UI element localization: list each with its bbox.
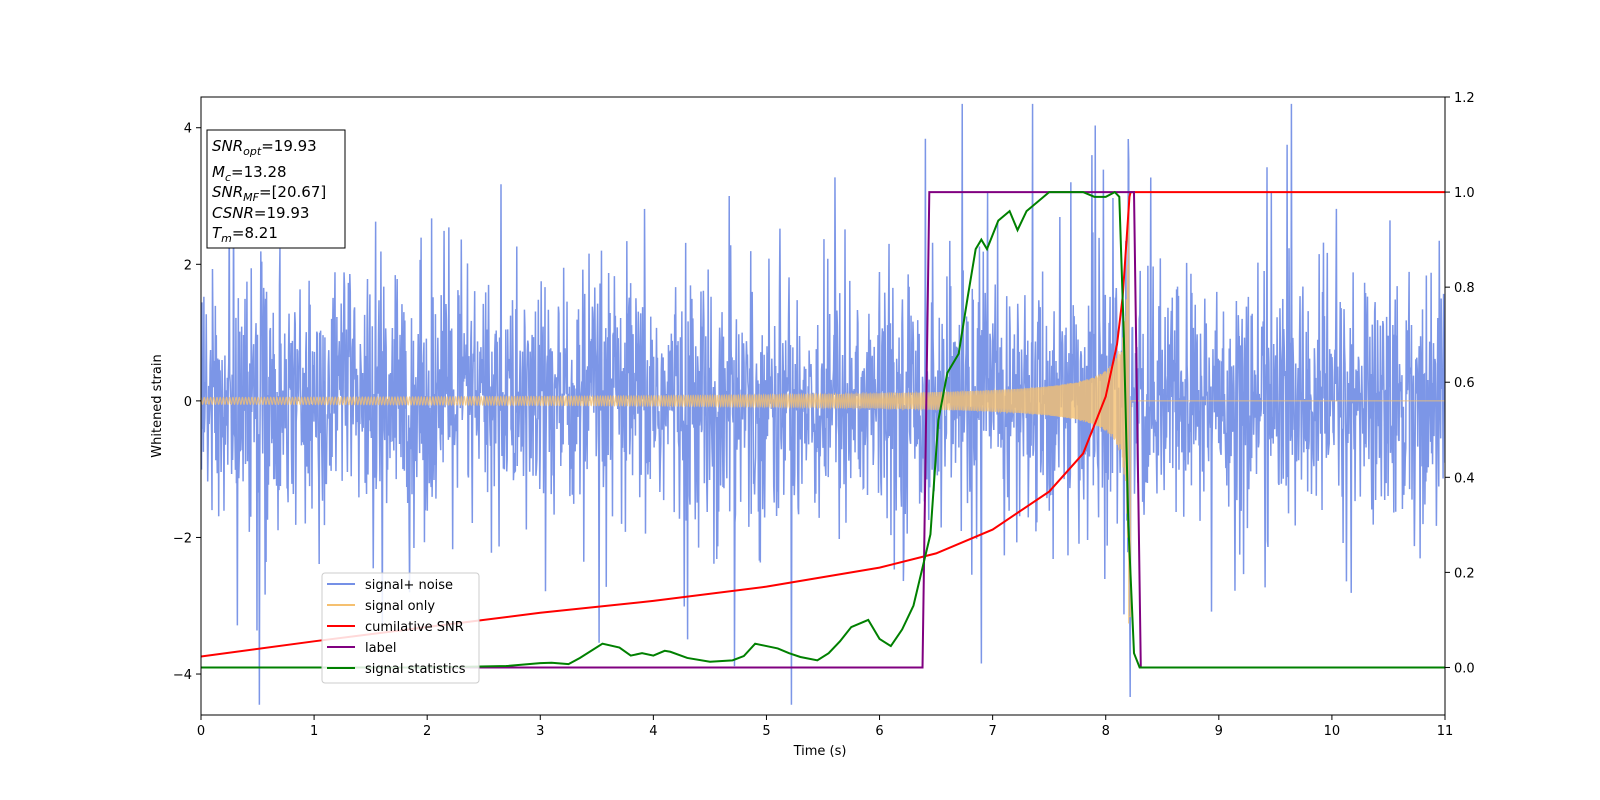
snr-opt-sub: opt bbox=[243, 145, 262, 158]
plot-frame bbox=[200, 96, 1446, 716]
svg-text:SNRMF=[20.67]: SNRMF=[20.67] bbox=[212, 183, 326, 204]
y2-tick-label: 1.0 bbox=[1454, 186, 1475, 201]
snr-mf-sub: MF bbox=[243, 191, 259, 204]
info-box: SNRopt=19.93 Mc=13.28 SNRMF=[20.67] CSNR… bbox=[206, 129, 346, 249]
y2-tick-label: 0.0 bbox=[1454, 661, 1475, 676]
mc-value: =13.28 bbox=[231, 163, 287, 181]
x-tick-label: 10 bbox=[1324, 724, 1341, 739]
x-tick-label: 11 bbox=[1437, 724, 1454, 739]
legend-label-cumilative-snr: cumilative SNR bbox=[365, 620, 464, 635]
csnr-symbol: CSNR bbox=[212, 204, 254, 222]
legend-label-label: label bbox=[365, 641, 396, 656]
legend-label-signal-statistics: signal statistics bbox=[365, 662, 466, 677]
x-tick-label: 2 bbox=[423, 724, 431, 739]
snr-opt-symbol: SNR bbox=[212, 137, 243, 155]
svg-text:Tm=8.21: Tm=8.21 bbox=[212, 224, 278, 245]
legend-frame bbox=[321, 572, 480, 684]
x-tick-label: 6 bbox=[875, 724, 883, 739]
x-tick-label: 4 bbox=[649, 724, 657, 739]
y-axis-label: Whitened strain bbox=[150, 354, 165, 457]
legend-entry-cumilative-snr: cumilative SNR bbox=[327, 620, 464, 635]
tm-value: =8.21 bbox=[232, 224, 278, 242]
x-tick-label: 0 bbox=[197, 724, 205, 739]
legend-label-signal-noise: signal+ noise bbox=[365, 578, 453, 593]
series-signal-noise-line bbox=[201, 103, 1445, 705]
y2-tick-label: 0.4 bbox=[1454, 471, 1475, 486]
y-axis-ticks: −4 −2 0 2 4 bbox=[173, 122, 201, 683]
tm-symbol: T bbox=[212, 224, 223, 242]
x-axis-ticks: 0 1 2 3 4 5 6 7 8 9 10 11 bbox=[197, 715, 1453, 739]
y2-tick-label: 0.6 bbox=[1454, 376, 1475, 391]
x-tick-label: 1 bbox=[310, 724, 318, 739]
mc-sub: c bbox=[225, 171, 231, 184]
y2-tick-label: 0.8 bbox=[1454, 281, 1475, 296]
legend: signal+ noise signal only cumilative SNR… bbox=[321, 572, 480, 684]
y-tick-label: 2 bbox=[184, 258, 192, 273]
series-signal-only-line bbox=[201, 208, 1445, 624]
legend-entry-label: label bbox=[327, 641, 396, 656]
snr-mf-symbol: SNR bbox=[212, 183, 243, 201]
legend-entry-signal-statistics: signal statistics bbox=[327, 662, 466, 677]
csnr-value: =19.93 bbox=[254, 204, 310, 222]
y-tick-label: −2 bbox=[173, 531, 192, 546]
svg-text:Mc=13.28: Mc=13.28 bbox=[212, 163, 287, 184]
y2-axis-ticks: 0.0 0.2 0.4 0.6 0.8 1.0 1.2 bbox=[1445, 91, 1475, 676]
snr-opt-value: =19.93 bbox=[261, 137, 317, 155]
y2-tick-label: 0.2 bbox=[1454, 566, 1475, 581]
series-cumilative-snr-line bbox=[201, 191, 1445, 658]
x-tick-label: 3 bbox=[536, 724, 544, 739]
svg-text:SNRopt=19.93: SNRopt=19.93 bbox=[212, 137, 317, 158]
x-tick-label: 5 bbox=[762, 724, 770, 739]
legend-label-signal-only: signal only bbox=[365, 599, 435, 614]
snr-mf-value: =[20.67] bbox=[259, 183, 326, 201]
x-tick-label: 9 bbox=[1215, 724, 1223, 739]
mc-symbol: M bbox=[212, 163, 225, 181]
y-tick-label: −4 bbox=[173, 668, 192, 683]
y-tick-label: 0 bbox=[184, 395, 192, 410]
x-axis-label: Time (s) bbox=[793, 744, 847, 759]
x-tick-label: 8 bbox=[1102, 724, 1110, 739]
legend-entry-signal-noise: signal+ noise bbox=[327, 578, 453, 593]
info-box-frame bbox=[206, 129, 346, 249]
legend-entry-signal-only: signal only bbox=[327, 599, 435, 614]
x-tick-label: 7 bbox=[988, 724, 996, 739]
y-tick-label: 4 bbox=[184, 122, 192, 137]
series-layer bbox=[201, 103, 1445, 705]
y2-tick-label: 1.2 bbox=[1454, 91, 1475, 106]
plot-area bbox=[201, 103, 1445, 705]
series-signal-statistics-line bbox=[201, 190, 1445, 669]
svg-text:CSNR=19.93: CSNR=19.93 bbox=[212, 204, 309, 222]
tm-sub: m bbox=[221, 232, 232, 245]
